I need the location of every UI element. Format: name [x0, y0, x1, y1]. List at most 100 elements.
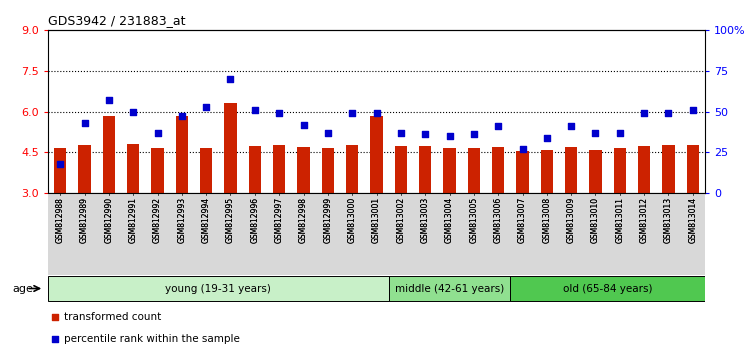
- Text: GSM813013: GSM813013: [664, 197, 673, 243]
- Bar: [388, 193, 413, 275]
- Text: transformed count: transformed count: [64, 312, 162, 321]
- Text: GSM813005: GSM813005: [470, 197, 478, 243]
- Point: [394, 130, 406, 136]
- Point: [662, 110, 674, 116]
- Bar: [267, 193, 291, 275]
- Text: GSM812988: GSM812988: [56, 197, 64, 243]
- Bar: [486, 193, 510, 275]
- Point: [49, 337, 61, 342]
- Bar: [194, 193, 218, 275]
- Point: [468, 131, 480, 137]
- Text: GSM813006: GSM813006: [494, 197, 502, 243]
- Point: [200, 104, 212, 109]
- Bar: [565, 147, 578, 193]
- Text: GDS3942 / 231883_at: GDS3942 / 231883_at: [48, 15, 185, 28]
- Bar: [79, 145, 91, 193]
- Text: GSM813010: GSM813010: [591, 197, 600, 243]
- Text: GSM812989: GSM812989: [80, 197, 89, 243]
- Bar: [48, 276, 388, 301]
- Bar: [584, 193, 608, 275]
- Text: GSM812993: GSM812993: [177, 197, 186, 243]
- Point: [419, 131, 431, 137]
- Text: GSM813003: GSM813003: [421, 197, 430, 243]
- Text: young (19-31 years): young (19-31 years): [166, 284, 272, 293]
- Bar: [121, 193, 146, 275]
- Text: GSM812995: GSM812995: [226, 197, 235, 243]
- Text: GSM813008: GSM813008: [542, 197, 551, 243]
- Point: [322, 130, 334, 136]
- Text: GSM813003: GSM813003: [421, 197, 430, 243]
- Bar: [224, 103, 236, 193]
- Point: [590, 130, 602, 136]
- Text: GSM813011: GSM813011: [615, 197, 624, 243]
- Bar: [443, 148, 455, 193]
- Bar: [590, 149, 602, 193]
- Bar: [394, 146, 407, 193]
- Point: [492, 123, 504, 129]
- Point: [152, 130, 164, 136]
- Bar: [273, 145, 285, 193]
- Bar: [97, 193, 121, 275]
- Bar: [638, 146, 650, 193]
- Bar: [510, 193, 535, 275]
- Bar: [510, 276, 705, 301]
- Text: GSM813010: GSM813010: [591, 197, 600, 243]
- Bar: [249, 146, 261, 193]
- Text: GSM812990: GSM812990: [104, 197, 113, 243]
- Bar: [103, 115, 115, 193]
- Text: GSM813004: GSM813004: [445, 197, 454, 243]
- Bar: [419, 146, 431, 193]
- Text: GSM813007: GSM813007: [518, 197, 527, 243]
- Text: GSM812992: GSM812992: [153, 197, 162, 243]
- Text: GSM812989: GSM812989: [80, 197, 89, 243]
- Bar: [662, 145, 674, 193]
- Bar: [614, 148, 626, 193]
- Bar: [218, 193, 243, 275]
- Bar: [176, 116, 188, 193]
- Bar: [468, 148, 480, 193]
- Text: middle (42-61 years): middle (42-61 years): [394, 284, 504, 293]
- Text: old (65-84 years): old (65-84 years): [563, 284, 652, 293]
- Text: GSM812993: GSM812993: [177, 197, 186, 243]
- Text: GSM813001: GSM813001: [372, 197, 381, 243]
- Bar: [72, 193, 97, 275]
- Text: GSM812991: GSM812991: [129, 197, 138, 243]
- Point: [273, 110, 285, 116]
- Point: [517, 146, 529, 152]
- Bar: [340, 193, 364, 275]
- Text: GSM813013: GSM813013: [664, 197, 673, 243]
- Text: GSM813006: GSM813006: [494, 197, 502, 243]
- Bar: [48, 193, 72, 275]
- Bar: [146, 193, 170, 275]
- Bar: [243, 193, 267, 275]
- Text: GSM813005: GSM813005: [470, 197, 478, 243]
- Text: GSM812994: GSM812994: [202, 197, 211, 243]
- Bar: [656, 193, 681, 275]
- Text: GSM812996: GSM812996: [251, 197, 260, 243]
- Bar: [170, 193, 194, 275]
- Point: [370, 110, 382, 116]
- Point: [224, 76, 236, 82]
- Text: GSM813002: GSM813002: [396, 197, 405, 243]
- Bar: [632, 193, 656, 275]
- Point: [346, 110, 358, 116]
- Text: GSM813009: GSM813009: [567, 197, 576, 243]
- Text: GSM813008: GSM813008: [542, 197, 551, 243]
- Point: [566, 123, 578, 129]
- Point: [298, 122, 310, 127]
- Bar: [681, 193, 705, 275]
- Bar: [298, 147, 310, 193]
- Text: GSM813012: GSM813012: [640, 197, 649, 243]
- Text: GSM812992: GSM812992: [153, 197, 162, 243]
- Bar: [346, 145, 358, 193]
- Text: GSM813014: GSM813014: [688, 197, 698, 243]
- Text: percentile rank within the sample: percentile rank within the sample: [64, 335, 240, 344]
- Point: [638, 110, 650, 116]
- Bar: [559, 193, 584, 275]
- Text: GSM812991: GSM812991: [129, 197, 138, 243]
- Point: [249, 107, 261, 113]
- Point: [443, 133, 455, 139]
- Bar: [200, 148, 212, 193]
- Text: GSM813012: GSM813012: [640, 197, 649, 243]
- Bar: [462, 193, 486, 275]
